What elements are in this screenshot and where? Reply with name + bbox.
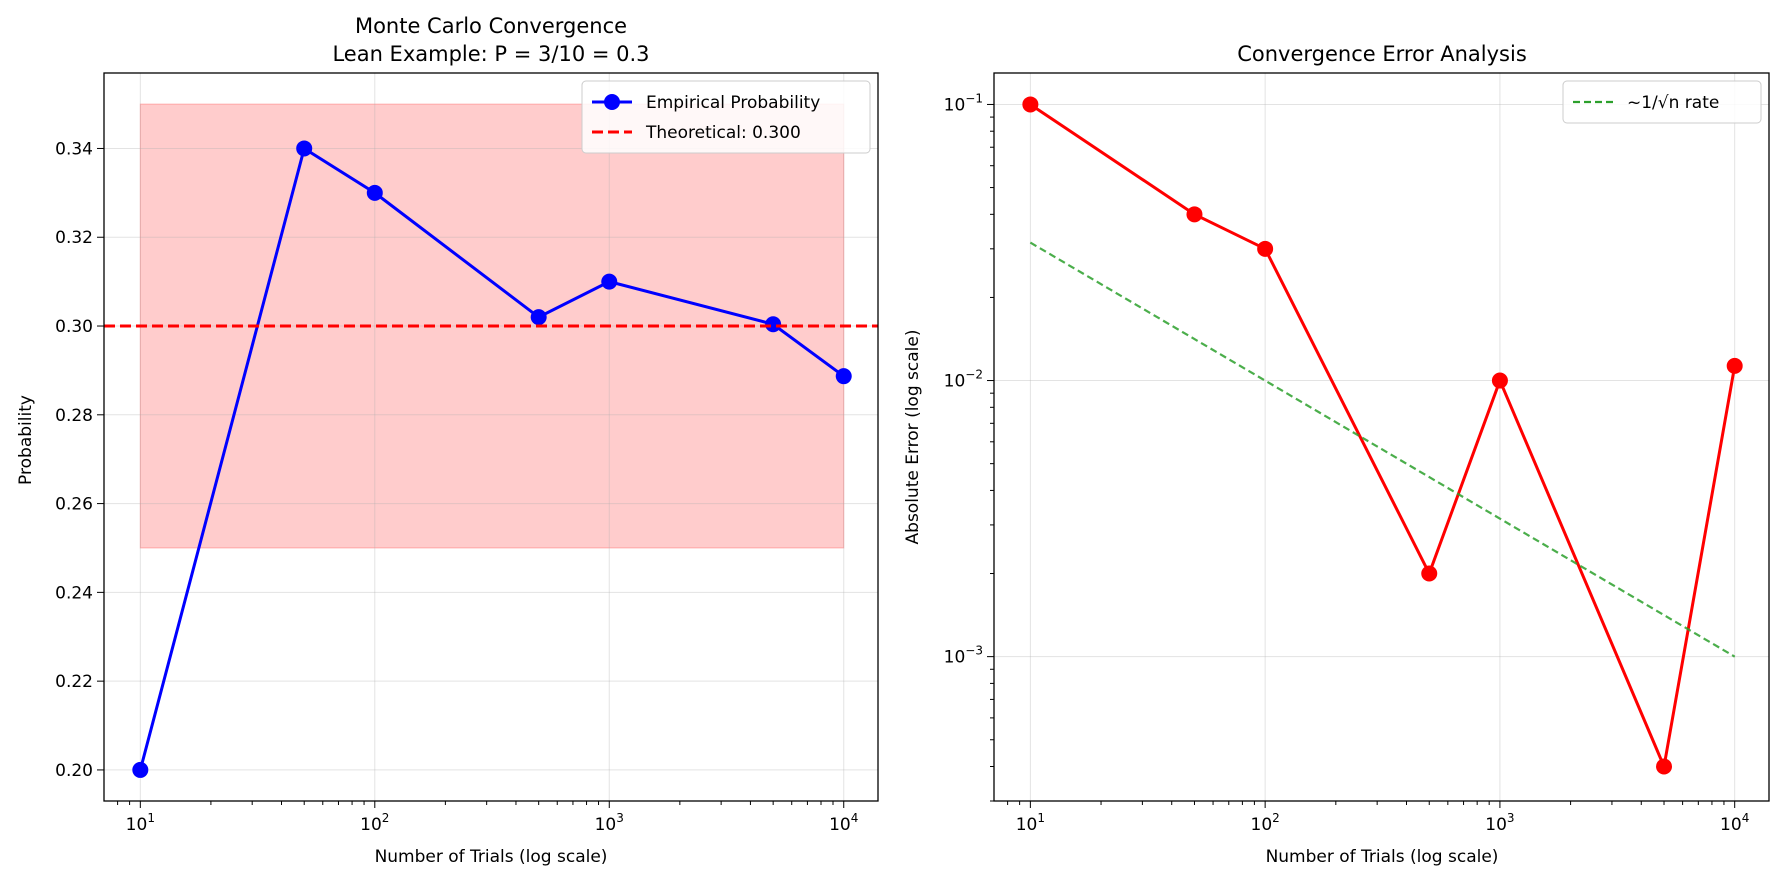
- data-point: [601, 273, 618, 290]
- data-point: [1421, 565, 1438, 582]
- legend: Empirical Probability Theoretical: 0.300: [581, 80, 871, 154]
- y-axis-label: Probability: [16, 395, 36, 485]
- data-series-line: [1029, 103, 1737, 772]
- data-point: [765, 316, 782, 333]
- y-tick-label: 0.32: [55, 228, 93, 248]
- y-tick-label: 0.20: [55, 761, 93, 781]
- chart-convergence-error-analysis: Convergence Error Analysis Number of Tri…: [903, 42, 1770, 867]
- legend-marker: [604, 94, 620, 110]
- y-tick-label: 0.24: [55, 583, 93, 603]
- legend-box: [1562, 80, 1762, 124]
- plot-frame: [993, 72, 1770, 802]
- chart-title: Convergence Error Analysis: [1237, 42, 1527, 66]
- x-tick-label: 102: [360, 811, 389, 835]
- x-axis-label: Number of Trials (log scale): [1266, 847, 1499, 867]
- x-axis-label: Number of Trials (log scale): [375, 847, 608, 867]
- y-tick-label: 10−3: [944, 644, 983, 668]
- legend-label: ~1/√n rate: [1627, 93, 1719, 113]
- y-tick-label: 0.26: [55, 495, 93, 515]
- x-tick-label: 101: [126, 811, 155, 835]
- grid: [994, 73, 1769, 801]
- data-point: [296, 140, 313, 157]
- y-tick-label: 10−1: [944, 91, 983, 115]
- chart-subtitle: Lean Example: P = 3/10 = 0.3: [332, 42, 649, 66]
- chart-title: Monte Carlo Convergence: [355, 14, 627, 38]
- data-point: [366, 184, 383, 201]
- y-tick-label: 0.30: [55, 317, 93, 337]
- x-tick-label: 104: [1720, 811, 1749, 835]
- legend-box: [581, 80, 871, 154]
- legend: ~1/√n rate: [1562, 80, 1762, 124]
- y-axis-label: Absolute Error (log scale): [903, 330, 923, 545]
- x-tick-label: 101: [1016, 811, 1045, 835]
- data-point: [1656, 758, 1673, 775]
- y-tick-label: 10−2: [944, 368, 983, 392]
- data-point: [132, 761, 149, 778]
- legend-label: Empirical Probability: [646, 93, 820, 113]
- data-point: [1257, 240, 1274, 257]
- data-point: [1491, 372, 1508, 389]
- reference-rate-line: [1029, 241, 1736, 658]
- x-tick-label: 104: [829, 811, 858, 835]
- y-tick-label: 0.22: [55, 672, 93, 692]
- legend-label: Theoretical: 0.300: [645, 123, 801, 143]
- data-point: [1186, 206, 1203, 223]
- data-point: [530, 309, 547, 326]
- data-point: [835, 368, 852, 385]
- plot-frame: [103, 72, 879, 802]
- y-tick-label: 0.28: [55, 406, 93, 426]
- x-tick-label: 103: [595, 811, 624, 835]
- x-tick-label: 103: [1485, 811, 1514, 835]
- x-tick-label: 102: [1251, 811, 1280, 835]
- data-point: [1726, 357, 1743, 374]
- data-point: [1022, 96, 1039, 113]
- y-tick-label: 0.34: [55, 139, 93, 159]
- chart-monte-carlo-convergence: Monte Carlo Convergence Lean Example: P …: [16, 14, 879, 867]
